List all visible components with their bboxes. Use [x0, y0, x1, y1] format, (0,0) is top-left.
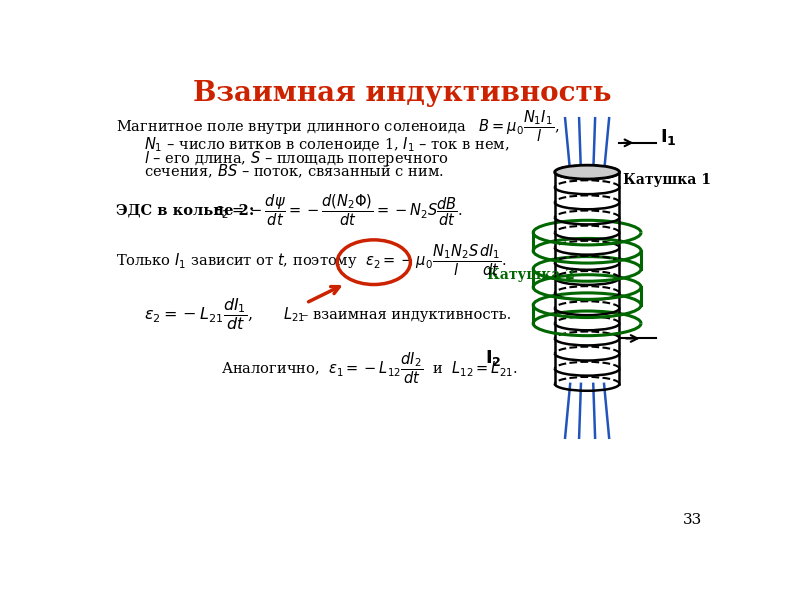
Text: $N_1$ – число витков в соленоиде 1, $I_1$ – ток в нем,: $N_1$ – число витков в соленоиде 1, $I_1… — [144, 136, 510, 154]
Text: – взаимная индуктивность.: – взаимная индуктивность. — [301, 308, 511, 322]
Text: $l$ – его длина, $S$ – площадь поперечного: $l$ – его длина, $S$ – площадь поперечно… — [144, 149, 450, 168]
Text: Только $I_1$ зависит от $t$, поэтому  $\varepsilon_2 = -\mu_0\dfrac{N_1 N_2 S}{l: Только $I_1$ зависит от $t$, поэтому $\v… — [116, 243, 506, 278]
Text: $\mathbf{I_2}$: $\mathbf{I_2}$ — [486, 348, 502, 368]
Text: $\mathbf{I_1}$: $\mathbf{I_1}$ — [660, 127, 677, 146]
Text: Катушка 2: Катушка 2 — [487, 268, 575, 282]
Text: Аналогично,  $\varepsilon_1 = -L_{12}\dfrac{dI_2}{dt}$  и  $L_{12} = L_{21}$.: Аналогично, $\varepsilon_1 = -L_{12}\dfr… — [222, 351, 518, 386]
Text: $\varepsilon_2 = -L_{21}\dfrac{dI_1}{dt}$,: $\varepsilon_2 = -L_{21}\dfrac{dI_1}{dt}… — [144, 297, 254, 332]
Text: ЭДС в кольце 2:: ЭДС в кольце 2: — [116, 203, 254, 218]
Text: $L_{21}$: $L_{21}$ — [283, 305, 305, 324]
Ellipse shape — [554, 165, 619, 179]
Text: Взаимная индуктивность: Взаимная индуктивность — [193, 80, 611, 107]
Text: Катушка 1: Катушка 1 — [622, 173, 710, 187]
Text: сечения, $BS$ – поток, связанный с ним.: сечения, $BS$ – поток, связанный с ним. — [144, 163, 444, 180]
Text: $\varepsilon_2 = -\dfrac{d\psi}{dt} = -\dfrac{d(N_2\Phi)}{dt} = -N_2 S\dfrac{dB}: $\varepsilon_2 = -\dfrac{d\psi}{dt} = -\… — [214, 193, 462, 229]
Text: 33: 33 — [683, 513, 702, 527]
Text: Магнитное поле внутри длинного соленоида   $B = \mu_0\dfrac{N_1 I_1}{l}$,: Магнитное поле внутри длинного соленоида… — [116, 108, 559, 143]
